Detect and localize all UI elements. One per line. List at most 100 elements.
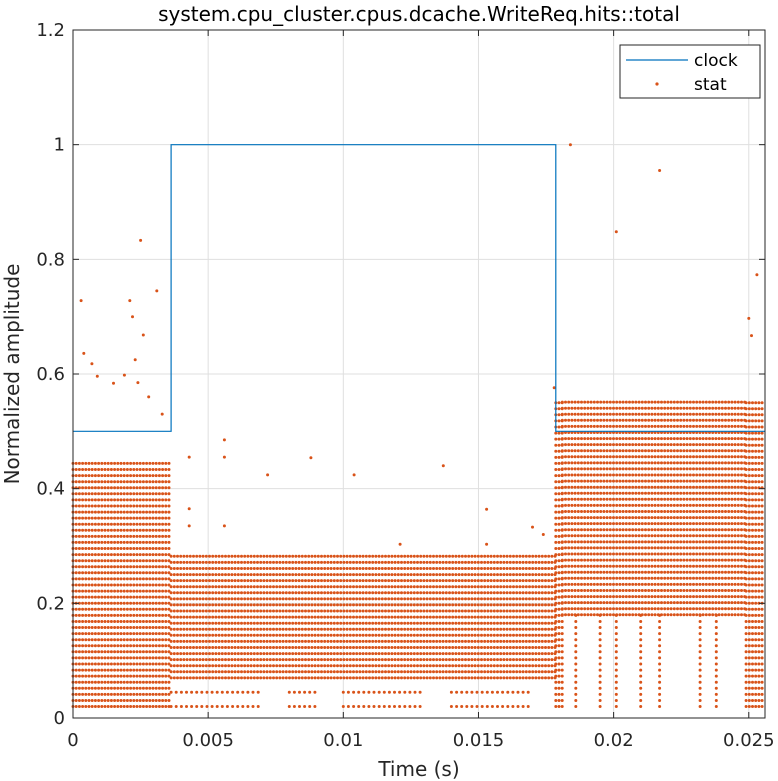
- stat-point: [476, 560, 480, 564]
- stat-point: [106, 565, 110, 569]
- stat-point: [148, 547, 152, 550]
- stat-point: [560, 686, 564, 690]
- stat-point: [624, 534, 628, 538]
- stat-point: [464, 603, 467, 607]
- stat-point: [154, 486, 158, 490]
- stat-point: [663, 582, 667, 586]
- stat-point: [148, 486, 152, 490]
- stat-point: [583, 607, 587, 611]
- stat-point: [564, 540, 567, 544]
- stat-point: [640, 576, 644, 580]
- stat-point: [332, 639, 336, 643]
- stat-point: [457, 597, 461, 601]
- stat-point: [249, 633, 253, 637]
- stat-point: [145, 528, 149, 532]
- stat-point: [201, 664, 205, 668]
- stat-point: [297, 567, 301, 570]
- stat-point: [682, 522, 686, 526]
- stat-point: [339, 658, 343, 662]
- stat-point: [515, 627, 519, 631]
- stat-point: [135, 498, 139, 502]
- stat-point: [419, 591, 423, 595]
- stat-point: [618, 613, 622, 617]
- stat-point: [612, 589, 615, 592]
- stat-point: [182, 609, 186, 613]
- stat-point: [476, 567, 480, 570]
- stat-point: [84, 492, 88, 496]
- stat-point: [103, 461, 107, 465]
- stat-point: [342, 615, 346, 619]
- stat-point: [81, 613, 85, 617]
- stat-point: [400, 652, 403, 656]
- stat-point: [243, 676, 247, 680]
- stat-point: [483, 591, 487, 595]
- stat-point: [361, 670, 365, 674]
- stat-point: [252, 670, 256, 674]
- stat-point: [380, 609, 384, 613]
- stat-point: [387, 670, 391, 674]
- stat-point: [708, 528, 711, 532]
- stat-point: [81, 595, 85, 599]
- stat-point: [198, 597, 202, 601]
- stat-point: [476, 646, 480, 649]
- stat-point: [84, 668, 88, 672]
- stat-point: [172, 579, 176, 583]
- stat-point: [116, 692, 120, 696]
- stat-point: [390, 615, 394, 619]
- stat-point: [214, 573, 218, 577]
- stat-point: [164, 547, 168, 550]
- stat-point: [313, 646, 317, 649]
- stat-point: [275, 633, 279, 637]
- stat-point: [230, 579, 234, 583]
- stat-point: [358, 554, 362, 558]
- stat-point: [329, 560, 333, 564]
- stat-point: [663, 522, 667, 526]
- stat-point: [284, 621, 288, 625]
- stat-point: [192, 573, 195, 577]
- stat-point: [182, 554, 186, 558]
- stat-point: [297, 554, 301, 558]
- stat-point: [364, 621, 368, 625]
- stat-point: [628, 607, 631, 611]
- stat-point: [113, 595, 117, 599]
- stat-point: [573, 534, 577, 538]
- stat-point: [704, 607, 708, 611]
- stat-point: [148, 498, 152, 502]
- stat-point: [157, 613, 161, 617]
- stat-point: [167, 468, 171, 471]
- stat-point: [113, 705, 117, 708]
- stat-point: [122, 480, 126, 484]
- stat-point: [300, 554, 304, 558]
- stat-point: [348, 633, 352, 637]
- stat-point: [660, 522, 663, 526]
- stat-point: [122, 540, 126, 544]
- stat-point: [103, 692, 107, 696]
- stat-point: [342, 591, 346, 595]
- stat-point: [685, 522, 689, 526]
- stat-point: [592, 595, 596, 599]
- stat-point: [103, 583, 107, 587]
- stat-point: [438, 603, 442, 607]
- stat-point: [406, 621, 410, 625]
- stat-point: [249, 597, 253, 601]
- stat-point: [304, 585, 307, 589]
- stat-point: [570, 589, 574, 592]
- stat-point: [736, 589, 740, 592]
- stat-point: [480, 676, 483, 680]
- stat-point: [342, 603, 346, 607]
- stat-point: [332, 585, 336, 589]
- stat-point: [345, 670, 349, 674]
- stat-point: [489, 603, 493, 607]
- stat-point: [701, 595, 705, 599]
- stat-point: [313, 676, 317, 680]
- stat-point: [185, 627, 189, 631]
- stat-point: [557, 474, 561, 478]
- stat-point: [669, 534, 673, 538]
- stat-point: [547, 573, 551, 577]
- stat-point: [167, 534, 171, 538]
- stat-point: [467, 639, 471, 643]
- stat-point: [717, 576, 721, 580]
- stat-point: [297, 603, 301, 607]
- stat-point: [135, 686, 139, 690]
- stat-point: [567, 540, 571, 544]
